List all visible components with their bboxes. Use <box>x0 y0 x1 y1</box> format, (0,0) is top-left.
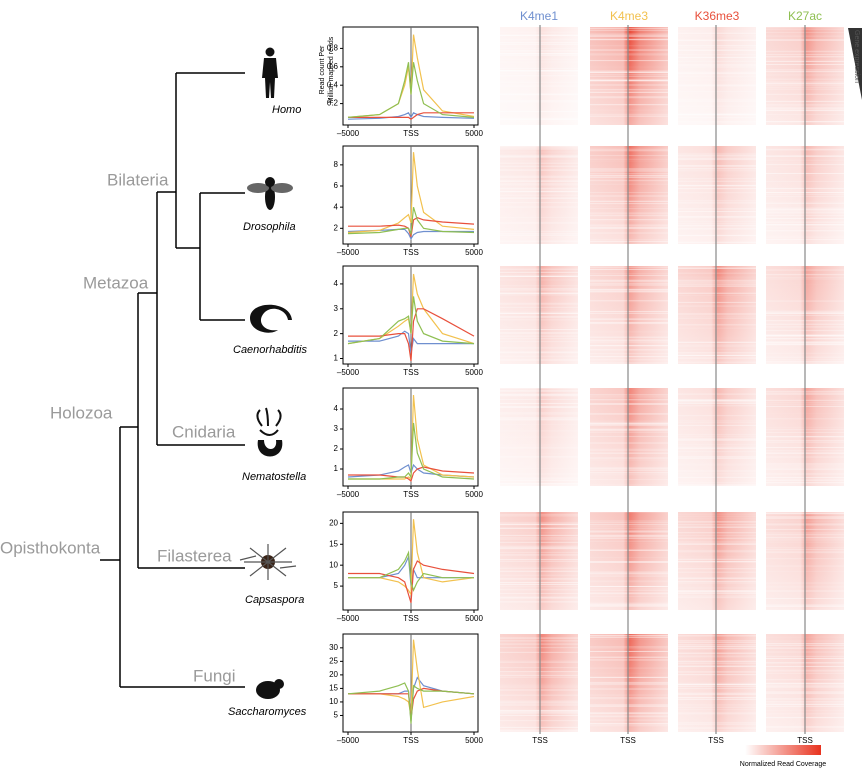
colorbar <box>745 745 821 755</box>
y-tick-label: 20 <box>329 518 338 527</box>
column-header: K4me3 <box>610 9 648 23</box>
tree <box>100 73 245 687</box>
heatmap-fade <box>500 634 578 732</box>
x-tick-label: 5000 <box>465 129 483 138</box>
clade-label: Bilateria <box>107 170 169 189</box>
y-tick-label: 6 <box>334 181 339 190</box>
clade-label: Filasterea <box>157 546 232 565</box>
y-tick-label: 8 <box>334 160 339 169</box>
y-tick-label: 5 <box>334 581 339 590</box>
heatmap-fade <box>678 146 756 244</box>
species-label: Saccharomyces <box>228 706 307 718</box>
y-tick-label: 0.8 <box>327 44 339 53</box>
x-tick-label: 5000 <box>465 368 483 377</box>
species-label: Caenorhabditis <box>233 344 307 356</box>
clade-label: Opisthokonta <box>0 538 101 557</box>
column-header: K36me3 <box>695 9 740 23</box>
y-tick-label: 20 <box>329 670 338 679</box>
tss-label: TSS <box>797 736 813 745</box>
species-label: Capsaspora <box>245 594 304 606</box>
clade-label: Cnidaria <box>172 422 236 441</box>
colorbar-label: Normalized Read Coverage <box>740 761 826 768</box>
heatmap-fade <box>678 634 756 732</box>
heatmap-fade <box>590 388 668 486</box>
clade-label: Fungi <box>193 666 236 685</box>
x-tick-label: –5000 <box>337 736 360 745</box>
x-tick-label: TSS <box>403 614 419 623</box>
tss-label: TSS <box>620 736 636 745</box>
y-tick-label: 4 <box>334 279 339 288</box>
x-tick-label: –5000 <box>337 490 360 499</box>
y-tick-label: 10 <box>329 697 338 706</box>
expression-label: Gene expression <box>853 30 860 83</box>
clade-label: Metazoa <box>83 273 149 292</box>
heatmap-fade <box>590 27 668 125</box>
species-label: Homo <box>272 104 301 116</box>
x-tick-label: –5000 <box>337 129 360 138</box>
y-tick-label: 30 <box>329 643 338 652</box>
tss-label: TSS <box>532 736 548 745</box>
y-tick-label: 2 <box>334 223 339 232</box>
heatmap-fade <box>678 388 756 486</box>
y-tick-label: 0.4 <box>327 80 339 89</box>
species-label: Drosophila <box>243 221 296 233</box>
y-tick-label: 2 <box>334 329 339 338</box>
y-tick-label: 10 <box>329 560 338 569</box>
y-axis-title-line: Read count Per <box>319 45 326 94</box>
x-tick-label: –5000 <box>337 248 360 257</box>
y-tick-label: 3 <box>334 424 339 433</box>
heatmap-fade <box>500 146 578 244</box>
y-tick-label: 2 <box>334 444 339 453</box>
y-tick-label: 1 <box>334 354 339 363</box>
clade-label: Holozoa <box>50 403 113 422</box>
column-header: K27ac <box>788 9 822 23</box>
heatmap-fade <box>500 512 578 610</box>
x-tick-label: TSS <box>403 490 419 499</box>
heatmap-fade <box>678 266 756 364</box>
heatmap-fade <box>500 266 578 364</box>
heatmap-fade <box>590 146 668 244</box>
species-label: Nematostella <box>242 471 306 483</box>
x-tick-label: 5000 <box>465 490 483 499</box>
y-tick-label: 1 <box>334 464 339 473</box>
x-tick-label: TSS <box>403 129 419 138</box>
x-tick-label: –5000 <box>337 368 360 377</box>
y-tick-label: 3 <box>334 304 339 313</box>
y-tick-label: 25 <box>329 656 338 665</box>
heatmap-fade <box>678 512 756 610</box>
x-tick-label: TSS <box>403 736 419 745</box>
x-tick-label: TSS <box>403 368 419 377</box>
heatmap-fade <box>500 27 578 125</box>
y-tick-label: 15 <box>329 684 338 693</box>
x-tick-label: –5000 <box>337 614 360 623</box>
y-tick-label: 0.6 <box>327 62 339 71</box>
heatmap-fade <box>590 634 668 732</box>
heatmap-fade <box>590 266 668 364</box>
heatmap-fade <box>500 388 578 486</box>
y-tick-label: 0.2 <box>327 99 339 108</box>
y-tick-label: 4 <box>334 404 339 413</box>
x-tick-label: 5000 <box>465 614 483 623</box>
y-tick-label: 4 <box>334 202 339 211</box>
tss-label: TSS <box>708 736 724 745</box>
x-tick-label: 5000 <box>465 248 483 257</box>
figure: Opisthokonta Holozoa Metazoa Bilateria C… <box>0 0 862 770</box>
x-tick-label: TSS <box>403 248 419 257</box>
column-header: K4me1 <box>520 9 558 23</box>
x-tick-label: 5000 <box>465 736 483 745</box>
y-tick-label: 15 <box>329 539 338 548</box>
heatmap-fade <box>590 512 668 610</box>
y-tick-label: 5 <box>334 711 339 720</box>
heatmap-fade <box>678 27 756 125</box>
